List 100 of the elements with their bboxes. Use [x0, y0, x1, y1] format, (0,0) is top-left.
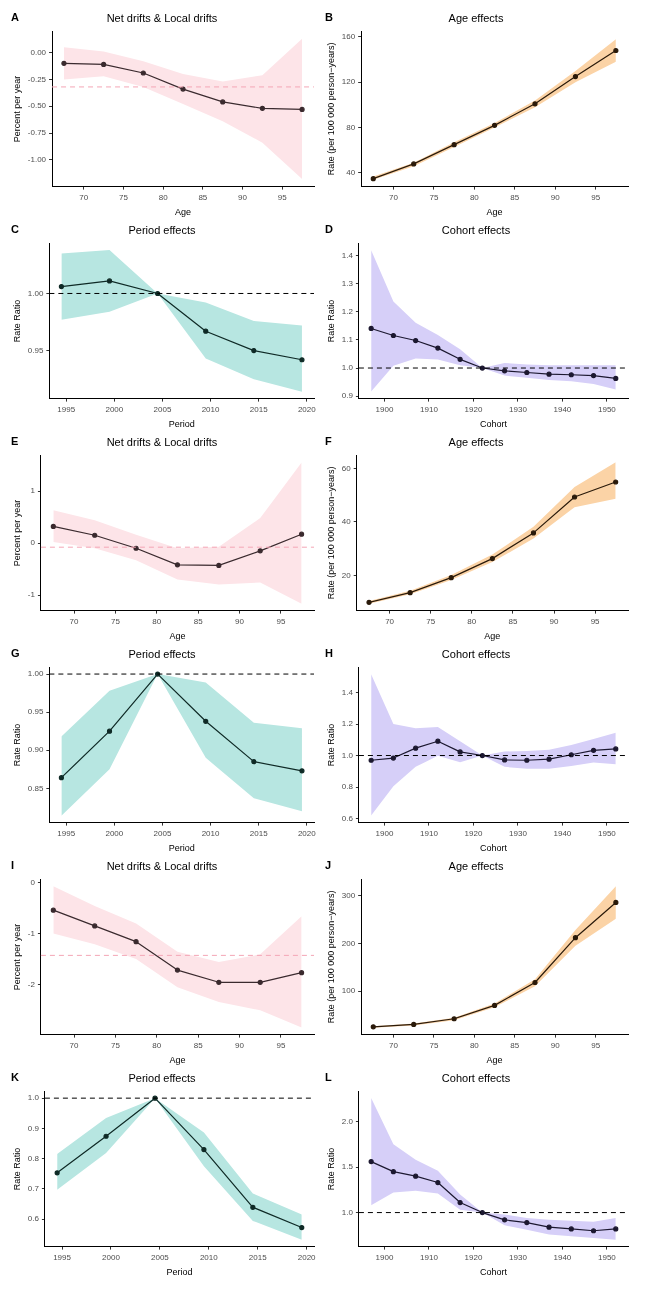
- x-tick-label: 75: [429, 192, 439, 202]
- y-tick-label: 160: [341, 32, 356, 42]
- y-tick-label: 1.0: [27, 1093, 40, 1103]
- x-tick-label: 2005: [153, 828, 172, 838]
- x-axis-title: Cohort: [479, 419, 508, 430]
- y-tick-label: -2: [27, 979, 36, 989]
- x-tick-label: 90: [235, 1040, 245, 1050]
- y-axis-title: Rate Ratio: [11, 1147, 22, 1191]
- x-tick-label: 70: [389, 1040, 399, 1050]
- y-tick-label: 0.00: [30, 47, 47, 57]
- x-tick-label: 2000: [105, 404, 124, 414]
- text: A: [11, 10, 19, 23]
- y-axis-title: Rate Ratio: [11, 723, 22, 767]
- y-tick-label: 0: [30, 877, 36, 887]
- y-tick-label: 1.0: [341, 1207, 354, 1217]
- y-axis-title: Rate Ratio: [325, 299, 336, 343]
- text: K: [11, 1070, 19, 1083]
- y-tick-label: 0.9: [27, 1123, 40, 1133]
- x-tick-label: 85: [510, 1040, 520, 1050]
- x-tick-label: 1930: [509, 1252, 528, 1262]
- y-tick-label: 0.95: [27, 707, 44, 717]
- x-axis-title: Age: [484, 631, 501, 642]
- x-tick-label: 2020: [297, 828, 317, 838]
- x-tick-label: 2005: [153, 404, 172, 414]
- y-tick-label: 1.5: [341, 1162, 354, 1172]
- x-tick-label: 2010: [201, 828, 220, 838]
- x-tick-label: 1930: [509, 404, 528, 414]
- text: J: [325, 858, 332, 871]
- x-tick-label: 2015: [249, 828, 269, 838]
- x-tick-label: 1920: [464, 828, 483, 838]
- y-tick-label: -1: [27, 928, 36, 938]
- y-tick-label: 1.2: [341, 307, 354, 317]
- x-tick-label: 75: [119, 192, 129, 202]
- chart-title: Age effects: [448, 435, 504, 448]
- x-axis-title: Cohort: [479, 1267, 508, 1278]
- y-tick-label: 100: [341, 986, 356, 996]
- x-tick-label: 1930: [509, 828, 528, 838]
- x-tick-label: 95: [591, 192, 601, 202]
- x-tick-label: 70: [79, 192, 89, 202]
- chart-title: Age effects: [448, 11, 504, 24]
- x-tick-label: 1920: [464, 404, 483, 414]
- y-tick-label: 1.0: [341, 750, 354, 760]
- x-tick-label: 95: [590, 616, 601, 626]
- x-tick-label: 95: [276, 616, 286, 626]
- x-tick-label: 95: [276, 1040, 286, 1050]
- x-tick-label: 2005: [150, 1252, 170, 1262]
- x-tick-label: 1950: [597, 1252, 617, 1262]
- y-tick-label: 40: [341, 517, 352, 527]
- x-axis-title: Period: [166, 1267, 193, 1278]
- y-tick-label: 0.9: [341, 391, 354, 401]
- text: G: [11, 646, 20, 659]
- x-tick-label: 80: [467, 616, 477, 626]
- x-tick-label: 2020: [297, 404, 317, 414]
- x-tick-label: 85: [508, 616, 518, 626]
- x-axis-title: Age: [486, 207, 503, 218]
- x-tick-label: 1995: [57, 828, 76, 838]
- chart-title: Cohort effects: [441, 647, 511, 660]
- x-tick-label: 80: [152, 616, 162, 626]
- y-tick-label: 0.90: [27, 745, 44, 755]
- y-axis-title: Rate Ratio: [325, 1147, 336, 1191]
- y-tick-label: -1: [27, 590, 36, 600]
- x-tick-label: 1900: [375, 404, 394, 414]
- chart-title: Age effects: [448, 859, 504, 872]
- y-axis-title: Percent per year: [11, 75, 22, 143]
- y-tick-label: 300: [341, 890, 356, 900]
- x-tick-label: 70: [69, 616, 80, 626]
- x-tick-label: 1995: [57, 404, 76, 414]
- y-tick-label: 0.6: [27, 1214, 40, 1224]
- y-tick-label: -1.00: [27, 155, 47, 165]
- y-tick-label: 0.7: [27, 1184, 40, 1194]
- y-tick-label: 1.0: [341, 363, 354, 373]
- x-tick-label: 90: [235, 616, 245, 626]
- y-tick-label: 40: [346, 168, 356, 178]
- x-tick-label: 85: [198, 192, 208, 202]
- text: F: [325, 434, 332, 447]
- y-axis-title: Percent per year: [11, 499, 22, 567]
- x-tick-label: 70: [389, 192, 399, 202]
- x-tick-label: 1950: [597, 828, 617, 838]
- x-tick-label: 1920: [464, 1252, 483, 1262]
- x-tick-label: 75: [429, 1040, 439, 1050]
- y-tick-label: 1.00: [27, 669, 44, 679]
- x-tick-label: 1995: [53, 1252, 72, 1262]
- x-tick-label: 80: [152, 1040, 162, 1050]
- y-tick-label: 0.8: [27, 1153, 40, 1163]
- x-axis-title: Age: [175, 207, 192, 218]
- x-tick-label: 1950: [597, 404, 617, 414]
- x-tick-label: 80: [469, 192, 480, 202]
- x-tick-label: 1910: [420, 1252, 439, 1262]
- x-axis-title: Cohort: [479, 843, 508, 854]
- y-tick-label: 0.85: [27, 783, 44, 793]
- x-tick-label: 90: [550, 192, 561, 202]
- x-axis-title: Age: [486, 1055, 503, 1066]
- chart-title: Period effects: [128, 1071, 197, 1084]
- y-tick-label: 2.0: [341, 1116, 354, 1126]
- y-tick-label: 1.00: [27, 288, 44, 298]
- text: E: [11, 434, 19, 447]
- y-tick-label: 1.4: [341, 687, 354, 697]
- y-axis-title: Rate (per 100 000 person−years): [325, 890, 336, 1024]
- x-tick-label: 85: [510, 192, 520, 202]
- x-tick-label: 1940: [553, 404, 572, 414]
